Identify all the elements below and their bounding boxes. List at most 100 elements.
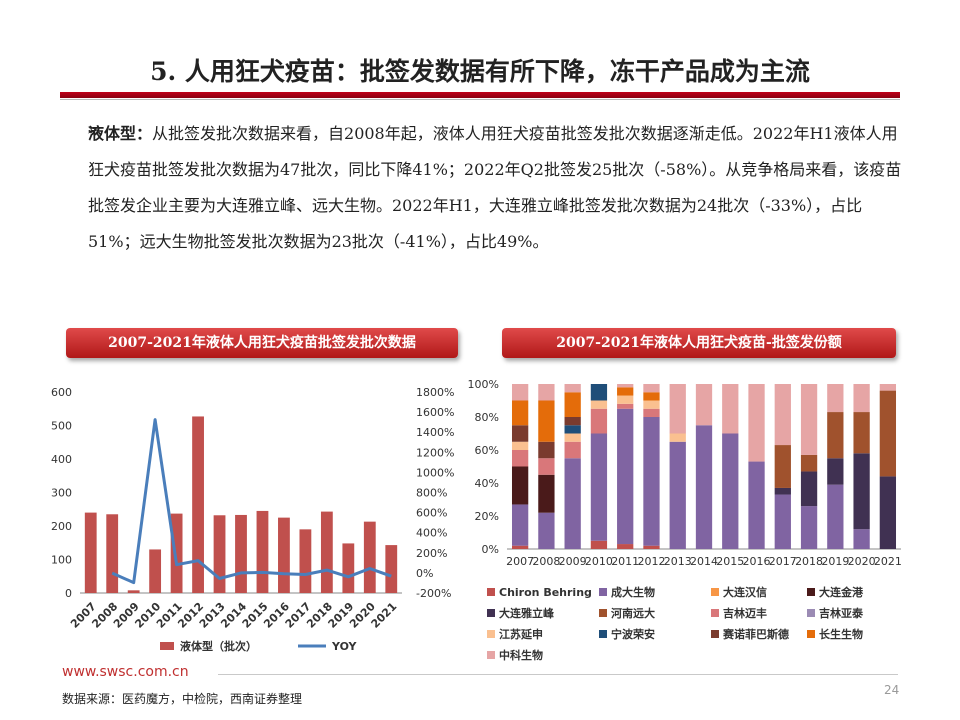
bar-2009 <box>127 590 140 593</box>
left-axis-tick-label: 0 <box>65 587 72 600</box>
share-segment-2016 <box>748 384 765 462</box>
share-segment-2008 <box>538 512 555 549</box>
share-segment-2012 <box>643 417 660 546</box>
share-legend-label: 大连金港 <box>819 585 864 599</box>
page-title: 5. 人用狂犬疫苗：批签发数据有所下降，冻干产品成为主流 <box>150 57 810 86</box>
share-segment-2018 <box>800 454 818 472</box>
share-segment-2011 <box>617 544 634 549</box>
share-segment-2012 <box>643 400 660 409</box>
share-x-tick-label: 2021 <box>874 555 902 568</box>
share-segment-2020 <box>853 453 870 530</box>
share-x-tick-label: 2020 <box>848 555 876 568</box>
share-segment-2017 <box>774 445 791 488</box>
share-x-tick-label: 2015 <box>716 555 744 568</box>
share-segment-2014 <box>695 384 713 426</box>
share-legend-swatch <box>711 609 719 617</box>
share-segment-2020 <box>853 412 870 454</box>
right-chart-title: 2007-2021年液体人用狂犬疫苗-批签发份额 <box>502 328 896 358</box>
footer-rule <box>218 674 898 675</box>
share-legend-label: 江苏延申 <box>499 627 543 641</box>
share-segment-2013 <box>669 441 686 549</box>
share-segment-2011 <box>617 384 634 388</box>
batch-count-chart: 0 100 200 300 400 500 600 -200% 0% 200% 400% 600% 80… <box>51 386 454 653</box>
share-segment-2017 <box>774 494 791 549</box>
share-legend-swatch <box>487 630 495 638</box>
legend-swatch-bar <box>160 642 174 650</box>
share-segment-2011 <box>617 408 634 545</box>
share-segment-2008 <box>538 400 555 442</box>
data-source-note: 数据来源：医药魔方，中检院，西南证券整理 <box>62 692 303 706</box>
share-segment-2008 <box>538 441 555 459</box>
share-segment-2009 <box>564 441 581 459</box>
share-segment-2018 <box>800 384 818 455</box>
share-segment-2008 <box>538 458 555 475</box>
bar-2007 <box>84 512 97 593</box>
share-segment-2014 <box>695 425 713 549</box>
share-x-tick-label: 2017 <box>769 555 797 568</box>
bar-2015 <box>256 510 269 593</box>
share-segment-2021 <box>879 384 897 391</box>
bar-2021 <box>385 545 398 593</box>
right-axis-tick-label: 800% <box>416 487 447 500</box>
share-segment-2013 <box>669 433 686 442</box>
share-segment-2018 <box>800 471 818 507</box>
share-segment-2008 <box>538 384 555 401</box>
share-axis-tick-label: 20% <box>475 510 499 523</box>
share-x-tick-label: 2007 <box>506 555 534 568</box>
share-segment-2009 <box>564 384 581 393</box>
share-legend-swatch <box>487 609 495 617</box>
share-segment-2019 <box>827 484 844 549</box>
share-x-tick-label: 2010 <box>585 555 613 568</box>
share-legend-label: 吉林迈丰 <box>723 606 767 620</box>
share-segment-2009 <box>564 392 581 417</box>
bar-2016 <box>278 517 290 593</box>
share-x-tick-label: 2014 <box>690 555 718 568</box>
legend-label-line: YOY <box>331 640 358 653</box>
right-axis-tick-label: 1800% <box>416 386 454 399</box>
share-segment-2009 <box>564 433 581 442</box>
body-paragraph: 液体型：从批签发批次数据来看，自2008年起，液体人用狂犬疫苗批签发批次数据逐渐… <box>88 116 906 260</box>
right-axis-tick-label: 0% <box>416 567 433 580</box>
share-segment-2020 <box>853 384 870 413</box>
yoy-line <box>111 418 392 585</box>
share-segment-2012 <box>643 408 660 417</box>
right-axis-tick-label: 1400% <box>416 426 454 439</box>
bar-2017 <box>299 529 312 593</box>
share-segment-2007 <box>511 450 529 467</box>
share-segment-2017 <box>774 487 791 495</box>
page-number: 24 <box>884 683 900 697</box>
bar-2019 <box>342 543 355 593</box>
right-axis-tick-label: 1600% <box>416 406 454 419</box>
share-segment-2009 <box>564 417 581 426</box>
share-legend-label: Chiron Behring <box>499 586 592 599</box>
paragraph-label: 液体型： <box>88 124 153 143</box>
share-segment-2007 <box>511 545 529 549</box>
website-url: www.swsc.com.cn <box>62 664 189 680</box>
bar-2014 <box>235 514 247 593</box>
share-segment-2019 <box>827 384 844 413</box>
share-legend-label: 大连雅立峰 <box>499 606 555 620</box>
share-segment-2010 <box>590 400 608 409</box>
share-segment-2007 <box>511 384 529 401</box>
share-segment-2012 <box>643 545 660 549</box>
share-x-tick-label: 2008 <box>532 555 560 568</box>
market-share-chart: 0%20%40%60%80%100%2007200820092010201120… <box>468 378 902 662</box>
share-legend-label: 赛诺菲巴斯德 <box>722 627 789 641</box>
title-rule-shadow <box>60 99 900 100</box>
bar-2008 <box>106 514 119 593</box>
share-segment-2007 <box>511 466 529 505</box>
share-axis-tick-label: 100% <box>468 378 499 391</box>
right-axis-tick-label: 1200% <box>416 446 454 459</box>
share-legend-label: 河南远大 <box>611 606 655 620</box>
share-legend-swatch <box>807 609 815 617</box>
share-segment-2012 <box>643 392 660 401</box>
left-chart-title: 2007-2021年液体人用狂犬疫苗批签发批次数据 <box>66 328 458 358</box>
share-legend-swatch <box>599 609 607 617</box>
share-segment-2021 <box>879 476 897 549</box>
share-segment-2010 <box>590 540 608 549</box>
share-segment-2009 <box>564 458 581 549</box>
bar-2013 <box>213 515 226 593</box>
left-axis-tick-label: 100 <box>51 554 72 567</box>
share-legend-label: 宁波荣安 <box>611 627 655 641</box>
share-segment-2015 <box>722 384 739 434</box>
